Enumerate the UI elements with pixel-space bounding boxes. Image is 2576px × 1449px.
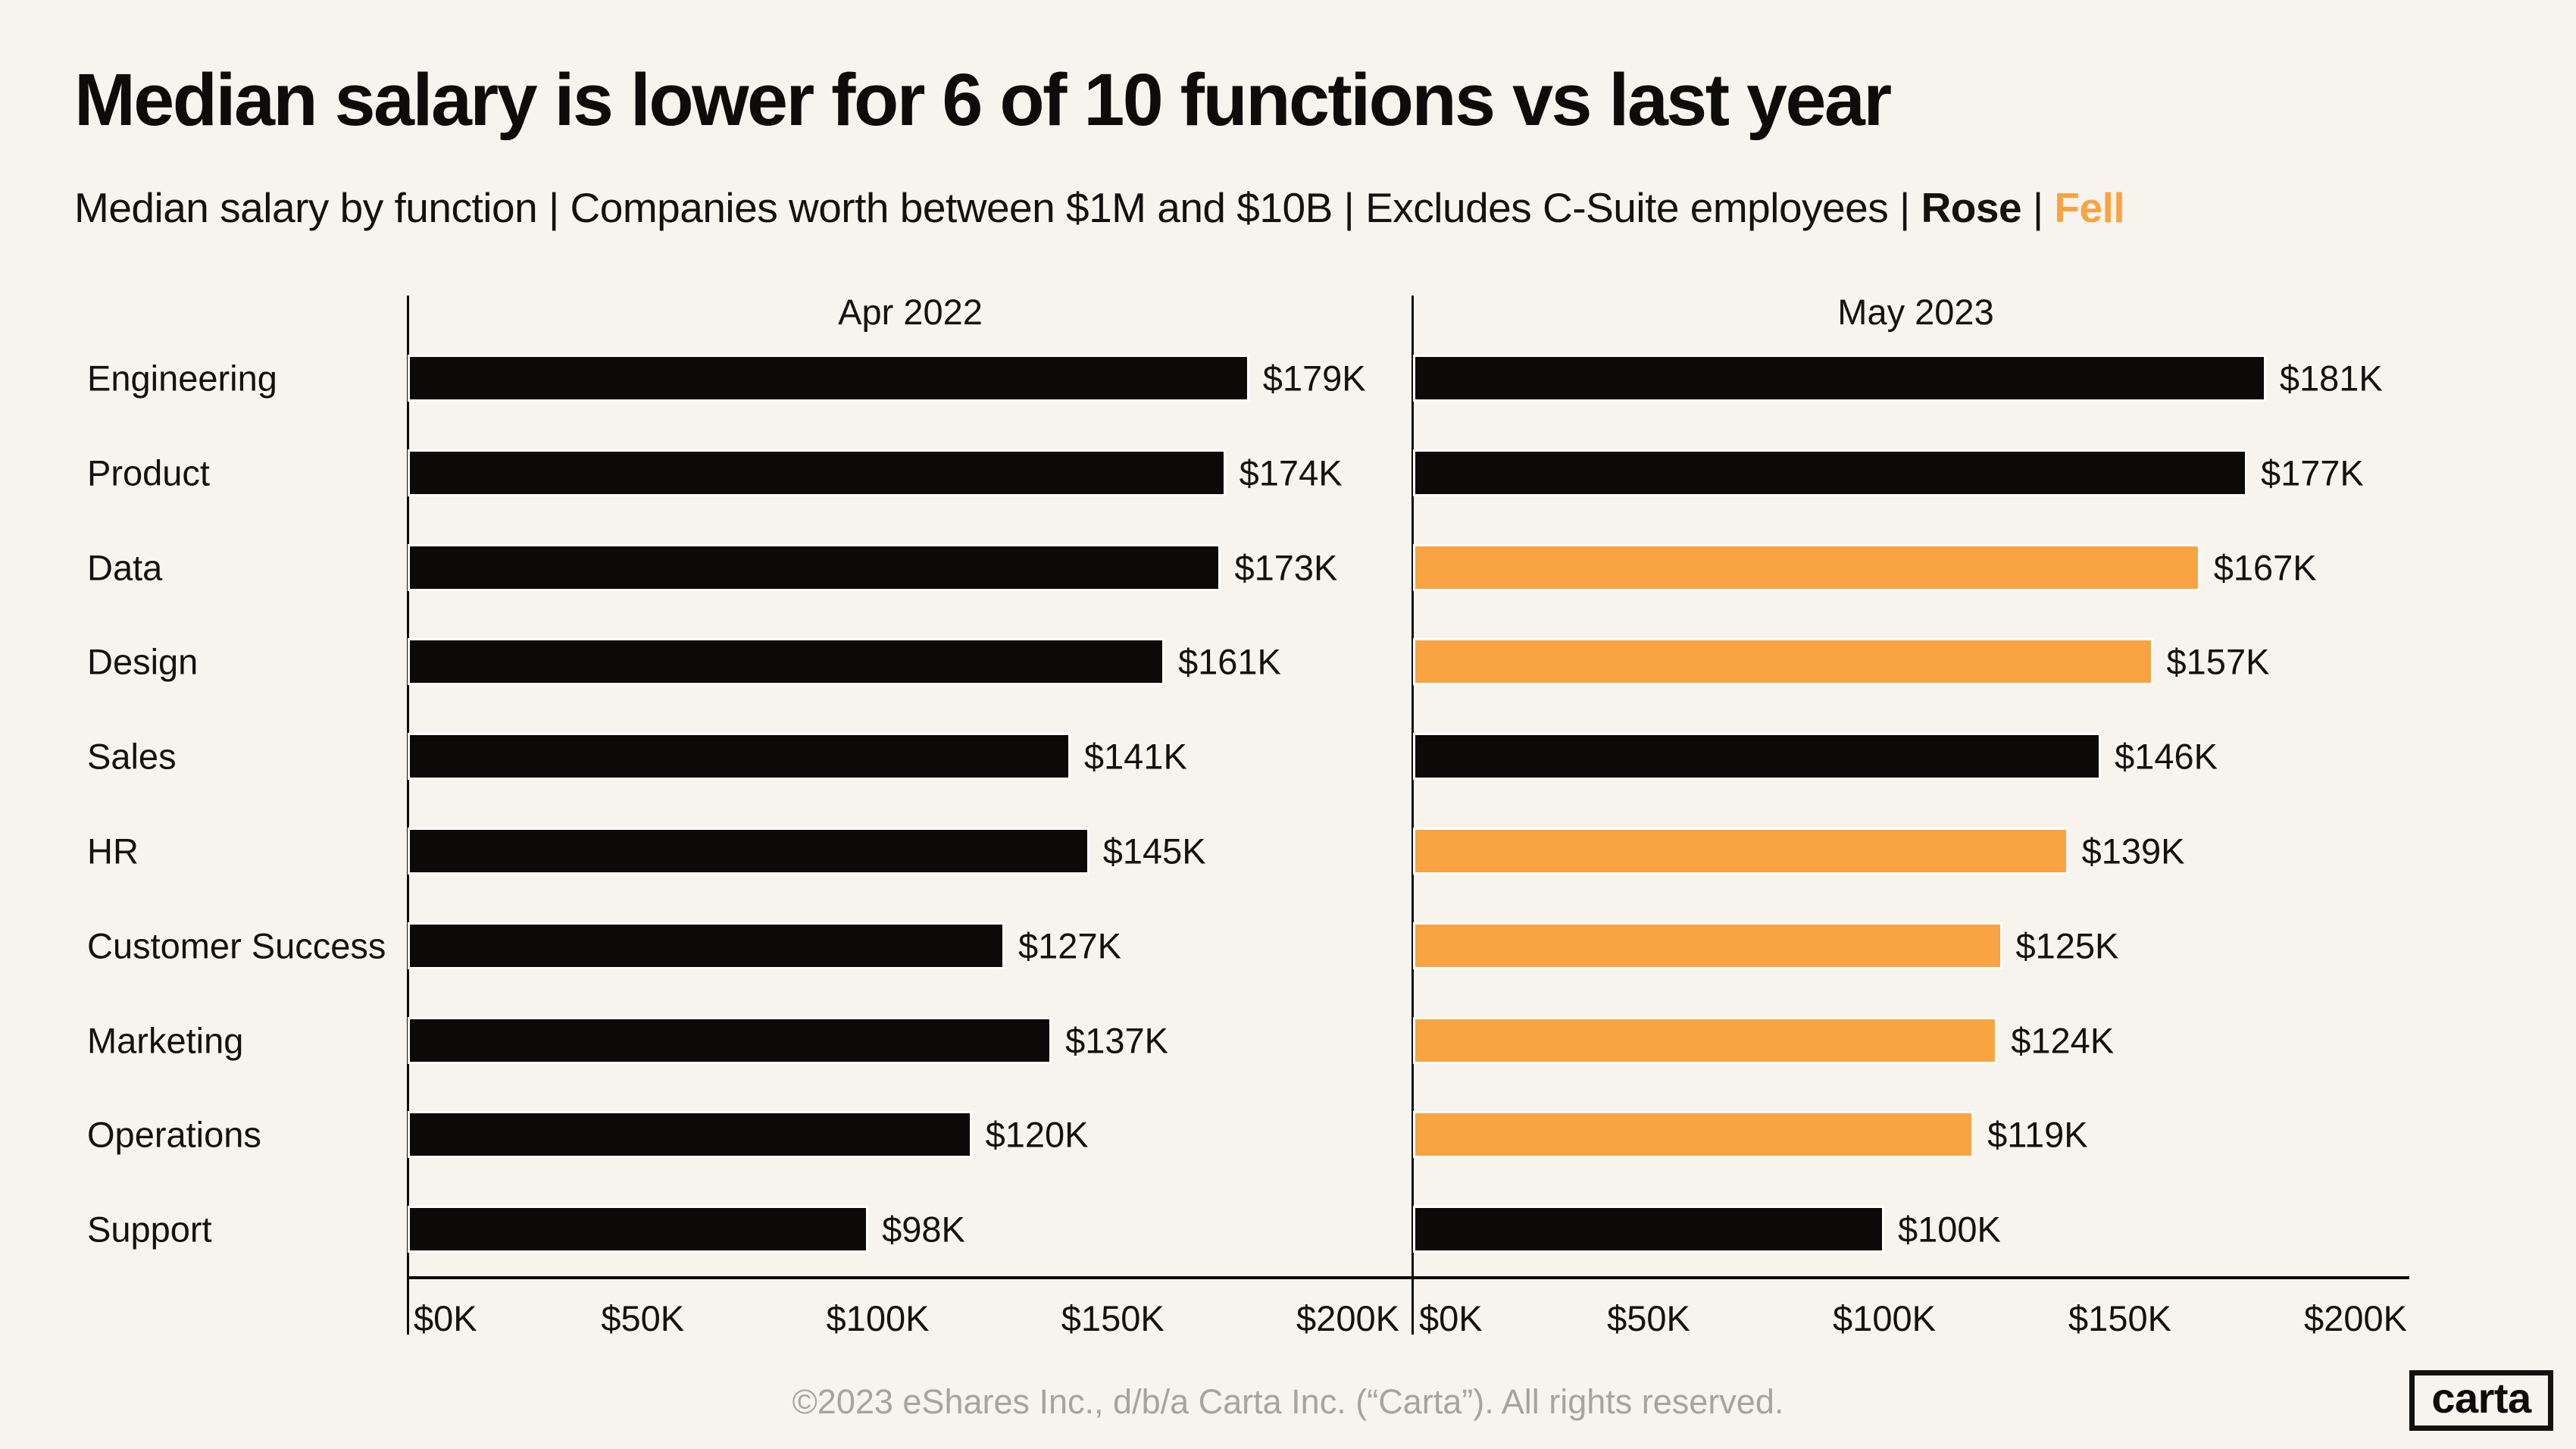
bar-value-label: $173K — [1234, 547, 1338, 588]
category-label: HR — [87, 831, 139, 872]
x-tick-label: $50K — [601, 1298, 685, 1338]
bar-value-label: $157K — [2166, 641, 2270, 682]
x-tick-label: $0K — [414, 1298, 477, 1338]
category-label: Engineering — [87, 358, 277, 399]
bar-fell — [1413, 543, 2200, 591]
category-label: Data — [87, 547, 163, 588]
carta-logo: carta — [2409, 1370, 2553, 1431]
bar-rose — [1413, 1206, 1884, 1253]
subtitle-text: Median salary by function | Companies wo… — [74, 184, 1921, 231]
bar-value-label: $100K — [1898, 1209, 2001, 1250]
category-label: Support — [87, 1209, 212, 1250]
bar-fell — [1413, 922, 2002, 969]
category-label: Operations — [87, 1114, 261, 1155]
x-tick-label: $200K — [2304, 1298, 2407, 1338]
bar-rose — [408, 1111, 972, 1159]
bar-rose — [1413, 733, 2102, 781]
bar-fell — [1413, 828, 2068, 875]
x-tick-label: $150K — [2068, 1298, 2171, 1338]
bar-fell — [1413, 1016, 1998, 1064]
x-tick-label: $0K — [1419, 1298, 1483, 1338]
bar-value-label: $146K — [2115, 736, 2218, 777]
bar-value-label: $177K — [2260, 452, 2364, 493]
bar-value-label: $119K — [1987, 1114, 2088, 1155]
bar-value-label: $124K — [2011, 1020, 2115, 1061]
bar-value-label: $179K — [1262, 358, 1366, 399]
bar-value-label: $174K — [1239, 452, 1343, 493]
x-tick-label: $150K — [1061, 1298, 1165, 1338]
y-axis-line-apr — [407, 296, 409, 1335]
bar-value-label: $98K — [882, 1209, 965, 1250]
bar-rose — [408, 922, 1005, 969]
bar-value-label: $145K — [1102, 831, 1206, 872]
bar-value-label: $141K — [1083, 736, 1187, 777]
category-label: Customer Success — [87, 925, 386, 966]
bar-value-label: $120K — [985, 1114, 1089, 1155]
bar-rose — [408, 733, 1071, 781]
x-tick-label: $200K — [1296, 1298, 1399, 1338]
bar-rose — [408, 355, 1249, 402]
panel-header-apr-2022: Apr 2022 — [838, 292, 983, 332]
bar-fell — [1413, 638, 2153, 686]
bar-rose — [408, 828, 1089, 875]
category-label: Product — [87, 452, 210, 493]
bar-fell — [1413, 1111, 1974, 1159]
x-tick-label: $100K — [826, 1298, 930, 1338]
bar-rose — [408, 543, 1221, 591]
x-tick-label: $100K — [1833, 1298, 1936, 1338]
carta-logo-text: carta — [2431, 1374, 2531, 1422]
category-label: Design — [87, 641, 199, 682]
panel-header-may-2023: May 2023 — [1837, 292, 1994, 332]
legend-separator: | — [2021, 184, 2055, 231]
bar-value-label: $127K — [1018, 925, 1121, 966]
chart-subtitle: Median salary by function | Companies wo… — [74, 183, 2125, 232]
bar-rose — [1413, 355, 2266, 402]
bar-value-label: $181K — [2279, 358, 2383, 399]
bar-value-label: $161K — [1178, 641, 1281, 682]
bar-value-label: $139K — [2081, 831, 2185, 872]
y-axis-line-may — [1411, 296, 1414, 1335]
legend-fell-label: Fell — [2054, 184, 2125, 231]
bar-value-label: $167K — [2213, 547, 2317, 588]
category-label: Marketing — [87, 1020, 244, 1061]
x-axis-line — [408, 1276, 2409, 1279]
bar-rose — [408, 1206, 869, 1253]
category-label: Sales — [87, 736, 177, 777]
x-tick-label: $50K — [1607, 1298, 1690, 1338]
bar-rose — [408, 449, 1226, 496]
bar-value-label: $137K — [1065, 1020, 1168, 1061]
copyright-text: ©2023 eShares Inc., d/b/a Carta Inc. (“C… — [792, 1382, 1784, 1421]
bar-rose — [408, 638, 1165, 686]
legend-rose-label: Rose — [1921, 184, 2022, 231]
bar-value-label: $125K — [2015, 925, 2119, 966]
page-title: Median salary is lower for 6 of 10 funct… — [74, 58, 1892, 141]
bar-rose — [408, 1016, 1052, 1064]
bar-rose — [1413, 449, 2247, 496]
